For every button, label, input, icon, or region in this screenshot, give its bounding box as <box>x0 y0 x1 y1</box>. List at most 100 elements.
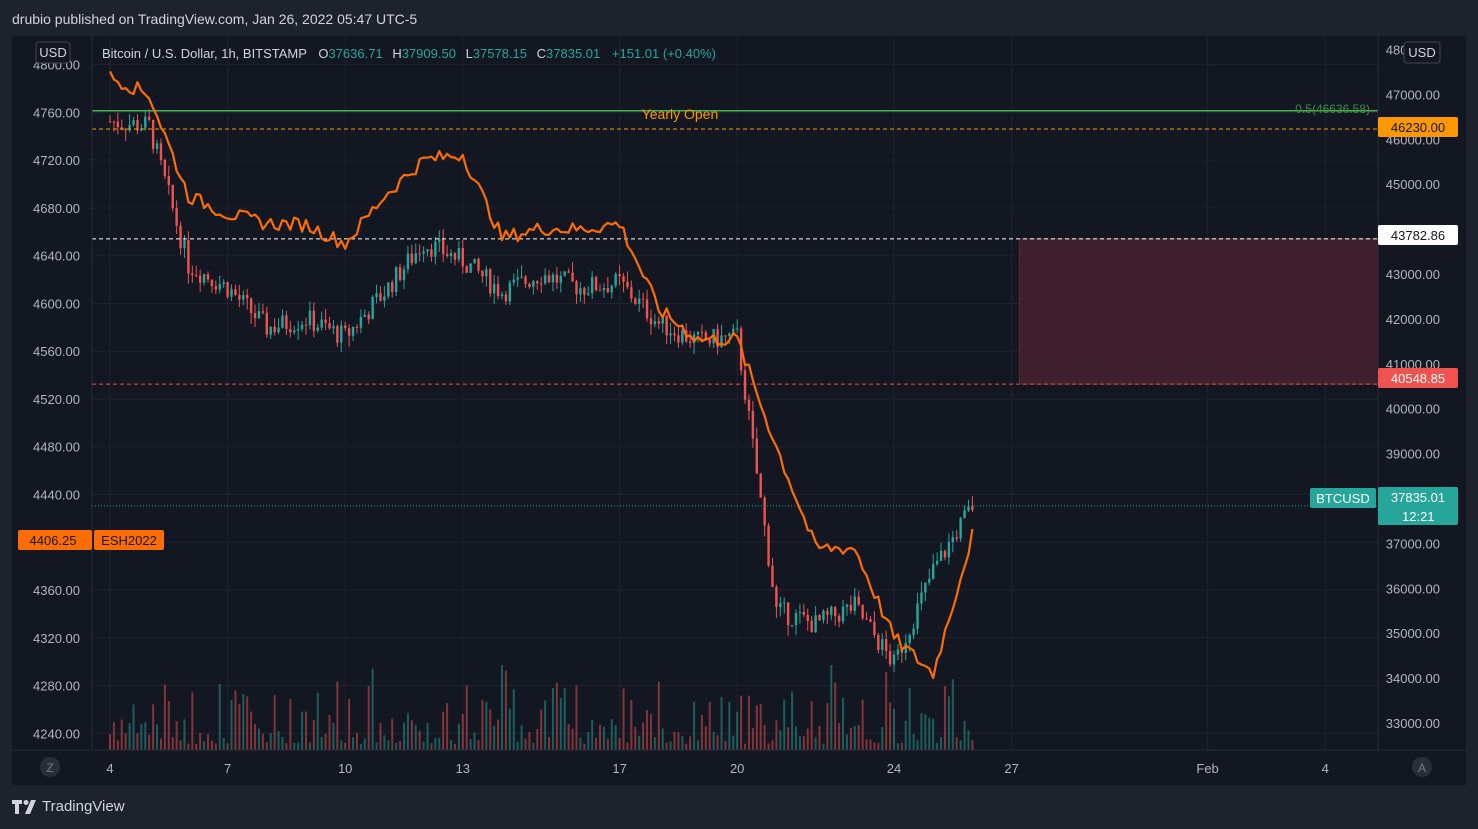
volume-bar <box>744 743 747 750</box>
right-tick-label: 36000.00 <box>1386 581 1440 596</box>
candle-body <box>939 550 943 561</box>
legend-close-label: C <box>537 46 546 61</box>
volume-bar <box>673 731 676 750</box>
volume-bar <box>818 726 821 750</box>
volume-bar <box>352 737 355 750</box>
right-tick-label: 33000.00 <box>1386 716 1440 731</box>
candle-body <box>861 604 864 619</box>
candle-body <box>504 294 508 302</box>
volume-bar <box>179 740 182 750</box>
volume-bar <box>904 720 907 750</box>
tag-43782-text: 43782.86 <box>1391 228 1445 243</box>
volume-bar <box>626 742 629 750</box>
candle-body <box>206 274 210 280</box>
candle-body <box>359 316 363 328</box>
candle-body <box>524 276 527 284</box>
candle-body <box>543 275 547 284</box>
volume-bar <box>371 668 374 750</box>
volume-bar <box>528 731 531 750</box>
candle-body <box>332 326 335 329</box>
candle-body <box>732 328 735 334</box>
chart-frame[interactable]: Yearly Open 0.5(46636.58) 4800.00 4760.00… <box>12 36 1466 785</box>
candle-body <box>249 298 253 314</box>
grid <box>92 36 1378 750</box>
candle-body <box>445 254 449 256</box>
volume-bar <box>861 699 864 750</box>
volume-bar <box>359 743 362 750</box>
chart-svg[interactable]: Yearly Open 0.5(46636.58) 4800.004760.00… <box>12 36 1466 785</box>
volume-bar <box>842 698 845 750</box>
tag-es-price: 4406.25 <box>30 533 77 548</box>
tag-btcusd-countdown: 12:21 <box>1402 509 1435 524</box>
volume-bar <box>226 743 229 750</box>
candle-body <box>218 284 221 290</box>
candle-body <box>806 614 809 621</box>
x-tick-label: 4 <box>1322 761 1329 776</box>
volume-bar <box>297 742 300 750</box>
volume-bar <box>559 697 562 750</box>
candle-body <box>528 283 531 287</box>
left-tick-label: 4760.00 <box>33 105 80 120</box>
volume-bar <box>551 688 554 750</box>
candle-body <box>928 578 931 583</box>
legend-low: 37578.15 <box>473 46 527 61</box>
candle-body <box>242 294 245 300</box>
volume-bar <box>207 734 209 750</box>
volume-bar <box>159 738 162 750</box>
candle-body <box>771 565 774 587</box>
volume-bar <box>826 703 829 750</box>
candle-body <box>398 267 402 281</box>
volume-bar <box>214 743 217 750</box>
volume-bar <box>457 723 460 750</box>
candle-body <box>379 293 382 301</box>
volume-bar <box>242 694 245 750</box>
corner-left-label: Z <box>46 761 53 775</box>
candle-body <box>763 497 766 526</box>
candle-body <box>665 315 668 336</box>
volume-bar <box>669 741 672 750</box>
volume-bar <box>277 731 280 750</box>
volume-bar <box>273 695 276 750</box>
candle-body <box>402 269 406 281</box>
candle-body <box>253 313 257 319</box>
candle-body <box>375 293 378 298</box>
candle-body <box>347 328 351 336</box>
candle-body <box>406 253 410 270</box>
candle-body <box>935 560 939 565</box>
publisher-text: drubio published on TradingView.com, Jan… <box>12 11 418 27</box>
volume-bar <box>320 737 323 750</box>
volume-bar <box>571 728 574 750</box>
volume-bar <box>649 714 652 750</box>
candle-body <box>155 143 159 149</box>
candle-body <box>747 399 751 411</box>
volume-bar <box>171 737 174 750</box>
auto-scale-left-button[interactable]: Z <box>40 757 60 777</box>
volume-bar <box>595 737 598 750</box>
candle-body <box>590 277 594 294</box>
x-tick-label: 7 <box>224 761 231 776</box>
volume-bar <box>618 737 621 750</box>
volume-bar <box>661 728 664 750</box>
volume-bar <box>791 691 794 750</box>
volume-bar <box>912 734 915 750</box>
volume-bar <box>328 714 331 750</box>
yearly-open-label: Yearly Open <box>642 106 719 122</box>
auto-scale-right-button[interactable]: A <box>1412 757 1432 777</box>
candle-body <box>571 272 574 282</box>
candle-body <box>849 604 853 611</box>
volume-bar <box>732 735 735 750</box>
volume-bar <box>963 720 966 750</box>
candle-body <box>151 119 155 149</box>
left-unit-button[interactable]: USD <box>35 41 71 64</box>
volume-bar <box>265 742 268 750</box>
candle-body <box>892 654 896 665</box>
volume-bars <box>109 664 974 750</box>
volume-bar <box>555 682 558 750</box>
candle-body <box>285 315 288 329</box>
candle-body <box>293 330 296 333</box>
volume-bar <box>222 737 225 750</box>
volume-bar <box>340 740 343 750</box>
candle-body <box>355 326 359 328</box>
volume-bar <box>704 726 707 750</box>
right-unit-button[interactable]: USD <box>1403 41 1441 64</box>
